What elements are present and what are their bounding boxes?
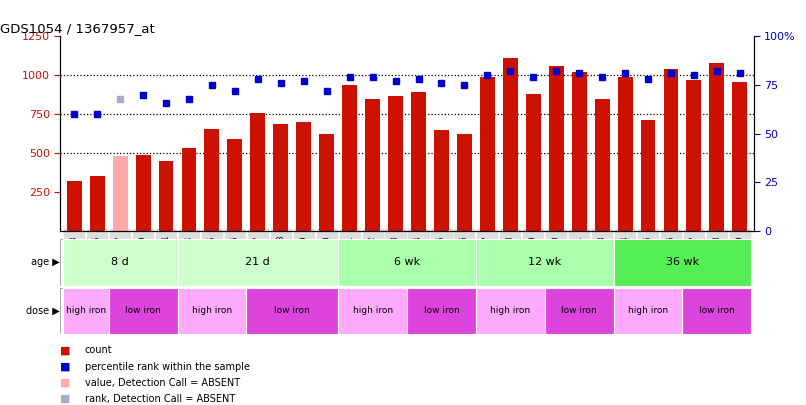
Text: rank, Detection Call = ABSENT: rank, Detection Call = ABSENT [85, 394, 235, 404]
Bar [687, 80, 701, 231]
Bar [67, 181, 81, 231]
Text: low iron: low iron [699, 306, 735, 315]
Bar [503, 58, 517, 231]
Bar [339, 239, 476, 286]
Bar [709, 63, 725, 231]
Text: dose ▶: dose ▶ [27, 306, 60, 316]
Bar [480, 77, 495, 231]
Bar [411, 92, 426, 231]
Bar [434, 130, 449, 231]
Bar [663, 69, 679, 231]
Bar [595, 99, 609, 231]
Bar [113, 156, 127, 231]
Bar [388, 96, 403, 231]
Bar [63, 239, 177, 286]
Bar [407, 288, 476, 334]
Bar [617, 77, 633, 231]
Bar [177, 288, 247, 334]
Text: 21 d: 21 d [246, 257, 270, 267]
Bar [297, 122, 311, 231]
Bar [205, 129, 219, 231]
Text: 12 wk: 12 wk [528, 257, 561, 267]
Text: value, Detection Call = ABSENT: value, Detection Call = ABSENT [85, 378, 239, 388]
Text: high iron: high iron [490, 306, 530, 315]
Text: GDS1054 / 1367957_at: GDS1054 / 1367957_at [0, 22, 155, 35]
Bar [733, 81, 747, 231]
Bar [247, 288, 339, 334]
Text: ■: ■ [60, 378, 71, 388]
Bar [135, 155, 151, 231]
Text: ■: ■ [60, 362, 71, 371]
Text: 8 d: 8 d [111, 257, 129, 267]
Bar [181, 148, 197, 231]
Text: ■: ■ [60, 345, 71, 355]
Bar [227, 139, 243, 231]
Text: ■: ■ [60, 394, 71, 404]
Bar [89, 176, 105, 231]
Bar [63, 288, 109, 334]
Bar [365, 99, 380, 231]
Text: low iron: low iron [561, 306, 597, 315]
Bar [613, 239, 751, 286]
Bar [457, 134, 472, 231]
Text: low iron: low iron [424, 306, 459, 315]
Bar [343, 85, 357, 231]
Bar [545, 288, 613, 334]
Bar [476, 288, 545, 334]
Text: 6 wk: 6 wk [394, 257, 420, 267]
Text: high iron: high iron [192, 306, 232, 315]
Text: 36 wk: 36 wk [666, 257, 699, 267]
Text: count: count [85, 345, 112, 355]
Bar [177, 239, 339, 286]
Text: high iron: high iron [352, 306, 393, 315]
Bar [683, 288, 751, 334]
Bar [549, 66, 563, 231]
Bar [526, 94, 541, 231]
Bar [319, 134, 334, 231]
Bar [613, 288, 683, 334]
Bar [476, 239, 613, 286]
Bar [159, 161, 173, 231]
Bar [339, 288, 407, 334]
Text: percentile rank within the sample: percentile rank within the sample [85, 362, 250, 371]
Bar [273, 124, 289, 231]
Bar [641, 120, 655, 231]
Bar [571, 72, 587, 231]
Text: high iron: high iron [65, 306, 106, 315]
Text: low iron: low iron [274, 306, 310, 315]
Bar [109, 288, 177, 334]
Text: low iron: low iron [125, 306, 161, 315]
Text: age ▶: age ▶ [31, 257, 60, 267]
Bar [251, 113, 265, 231]
Text: high iron: high iron [628, 306, 668, 315]
